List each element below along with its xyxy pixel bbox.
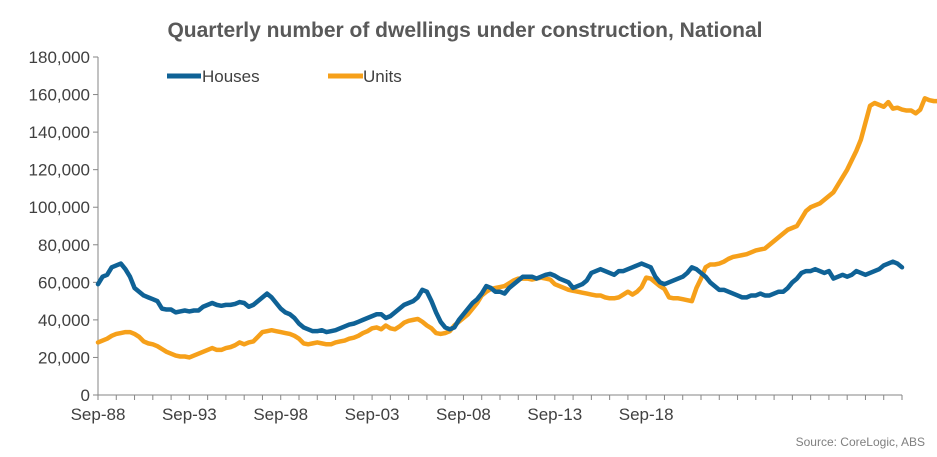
series-line-units [95,96,937,360]
x-tick-label: Sep-93 [162,405,217,424]
y-tick-label: 80,000 [38,236,90,255]
y-tick-label: 20,000 [38,348,90,367]
x-tick-label: Sep-08 [436,405,491,424]
y-tick-label: 140,000 [29,123,90,142]
x-axis: Sep-88 Sep-93 Sep-98 Sep-03 Sep-08 Sep-13 Sep-… [71,395,903,424]
y-axis: 0 20,000 40,000 60,000 80,000 100,000 120,000 1… [29,48,98,405]
legend-label-houses: Houses [202,67,260,86]
y-tick-label: 100,000 [29,198,90,217]
series-line-houses [95,259,905,335]
source-note: Source: CoreLogic, ABS [796,435,925,449]
y-tick-label: 160,000 [29,86,90,105]
legend: Houses Units [167,67,402,86]
x-tick-label: Sep-13 [527,405,582,424]
y-tick-label: 0 [81,386,90,405]
legend-label-units: Units [363,67,402,86]
x-tick-label: Sep-18 [619,405,674,424]
y-tick-label: 60,000 [38,273,90,292]
y-tick-label: 40,000 [38,311,90,330]
x-tick-label: Sep-98 [253,405,308,424]
x-tick-label: Sep-03 [345,405,400,424]
series-layer [95,96,937,360]
legend-item-houses: Houses [167,67,260,86]
y-tick-label: 120,000 [29,161,90,180]
chart-title: Quarterly number of dwellings under cons… [167,19,762,42]
legend-item-units: Units [328,67,402,86]
x-tick-label: Sep-88 [71,405,126,424]
y-tick-label: 180,000 [29,48,90,67]
